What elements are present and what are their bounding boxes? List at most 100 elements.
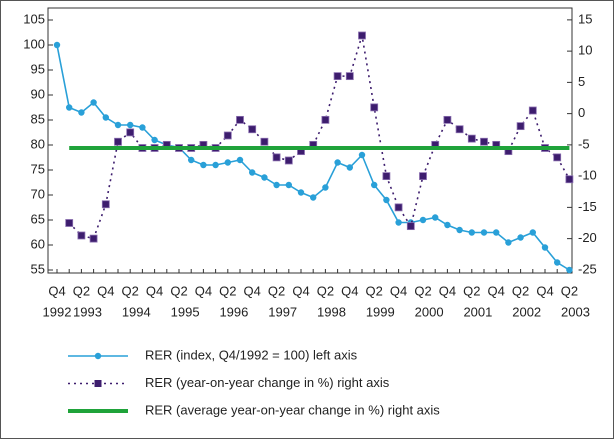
point: [65, 219, 74, 227]
x-tick-label: Q4: [244, 283, 261, 298]
point: [272, 153, 281, 162]
point: [139, 124, 146, 131]
y-tick-label: 100: [23, 36, 45, 51]
y2-tick-label: -15: [578, 199, 597, 214]
y2-tick-label: 15: [578, 11, 592, 26]
point: [480, 229, 488, 236]
x-tick-label: Q4: [48, 283, 65, 298]
x-tick-label: Q2: [73, 283, 90, 298]
year-label: 1998: [317, 304, 346, 319]
point: [493, 229, 500, 236]
y-tick-label: 85: [31, 111, 45, 126]
x-tick-label: Q4: [146, 283, 163, 298]
point: [444, 221, 451, 229]
point: [66, 104, 73, 111]
x-tick-label: Q4: [488, 283, 505, 298]
legend-label: RER (year-on-year change in %) right axi…: [145, 375, 390, 390]
y-tick-label: 60: [31, 236, 45, 251]
x-tick-label: Q2: [512, 283, 529, 298]
y-tick-label: 105: [23, 11, 45, 26]
point: [224, 159, 231, 166]
x-tick-label: Q4: [195, 283, 212, 298]
plot-frame: [47, 7, 573, 274]
year-label: 1994: [122, 304, 151, 319]
point: [200, 161, 207, 169]
y2-tick-label: 0: [578, 105, 585, 120]
year-label: 1995: [171, 304, 200, 319]
x-tick-label: Q4: [536, 283, 553, 298]
point: [480, 137, 488, 146]
point: [249, 169, 256, 176]
point: [53, 41, 61, 49]
y2-tick-label: -5: [578, 136, 590, 151]
x-tick-label: Q2: [463, 283, 480, 298]
point: [297, 189, 305, 196]
year-label: 2001: [463, 304, 492, 319]
point: [419, 172, 427, 181]
point: [394, 203, 403, 212]
y2-tick-label: 10: [578, 43, 592, 58]
y-tick-label: 55: [31, 261, 45, 276]
point: [261, 174, 268, 181]
point: [77, 231, 86, 240]
point: [114, 121, 122, 129]
point: [541, 244, 549, 251]
point: [114, 137, 122, 146]
y-tick-label: 95: [31, 61, 45, 76]
point: [528, 106, 537, 115]
point: [333, 72, 342, 81]
point: [371, 181, 378, 189]
point: [383, 196, 390, 204]
point: [284, 156, 293, 165]
point: [223, 131, 232, 140]
y-tick-label: 80: [31, 136, 45, 151]
point: [188, 156, 195, 164]
year-label: 2000: [415, 304, 444, 319]
legend-label: RER (index, Q4/1992 = 100) left axis: [145, 347, 358, 362]
x-tick-label: Q4: [341, 283, 358, 298]
x-tick-label: Q2: [317, 283, 334, 298]
y2-tick-label: -20: [578, 230, 597, 245]
y-tick-label: 75: [31, 161, 45, 176]
point: [285, 181, 292, 189]
legend-marker: [94, 380, 102, 387]
point: [90, 99, 97, 106]
x-tick-label: Q2: [414, 283, 431, 298]
year-label: 1992: [43, 304, 72, 319]
x-tick-label: Q2: [561, 283, 578, 298]
point: [505, 239, 512, 246]
x-tick-label: Q2: [219, 283, 236, 298]
y-tick-label: 70: [31, 186, 45, 201]
year-label: 1996: [219, 304, 248, 319]
point: [553, 153, 562, 162]
point: [565, 175, 574, 184]
point: [101, 200, 110, 209]
point: [529, 229, 536, 236]
point: [102, 114, 110, 121]
point: [89, 234, 98, 243]
year-label: 2003: [561, 304, 590, 319]
point: [516, 122, 525, 131]
point: [370, 103, 379, 112]
point: [467, 134, 476, 143]
year-label: 1999: [366, 304, 395, 319]
point: [554, 259, 561, 266]
point: [419, 216, 427, 224]
point: [395, 219, 402, 226]
point: [346, 164, 353, 171]
point: [151, 136, 158, 144]
y2-tick-label: -25: [578, 261, 597, 276]
point: [334, 159, 341, 166]
point: [517, 234, 524, 241]
point: [127, 121, 134, 129]
x-tick-label: Q2: [268, 283, 285, 298]
year-label: 2002: [512, 304, 541, 319]
legend-marker: [94, 352, 102, 360]
point: [236, 115, 244, 124]
point: [248, 125, 257, 134]
point: [322, 184, 329, 191]
point: [310, 194, 317, 201]
point: [236, 156, 244, 164]
